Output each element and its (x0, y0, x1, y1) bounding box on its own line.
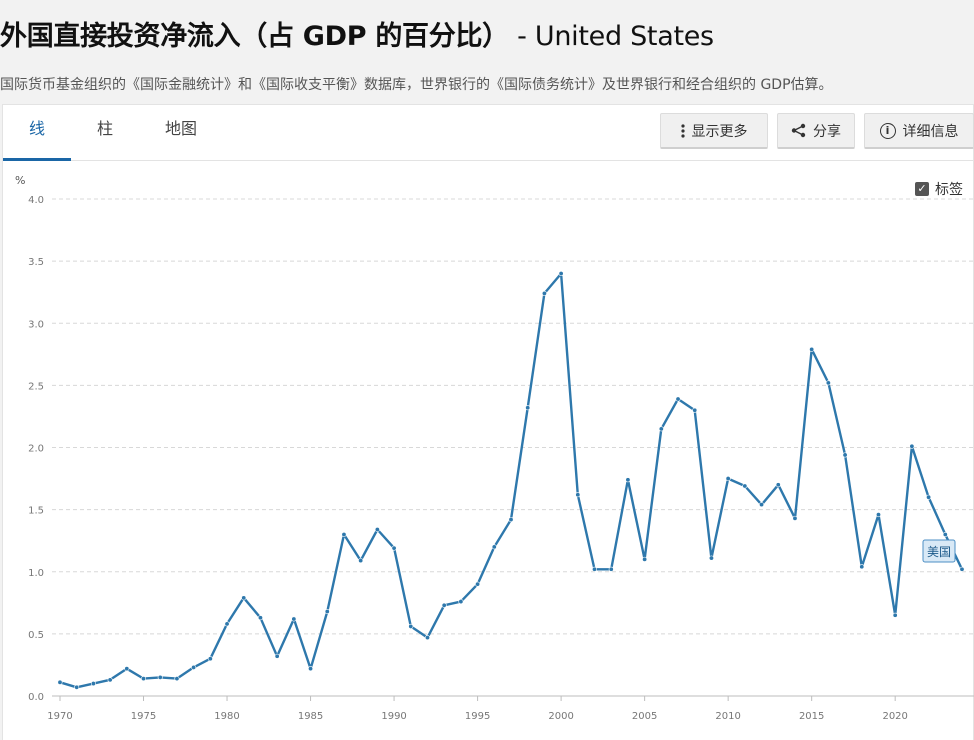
y-tick-label: 1.0 (28, 568, 44, 579)
data-point (592, 566, 598, 572)
tab-map[interactable]: 地图 (164, 119, 197, 138)
x-tick-label: 1995 (465, 711, 490, 722)
data-point (926, 494, 932, 500)
data-point (424, 635, 430, 641)
data-point (842, 452, 848, 458)
data-point (541, 290, 547, 296)
y-tick-label: 0.0 (28, 692, 44, 703)
indicator-name: 外国直接投资净流入（占 GDP 的百分比） (0, 21, 509, 52)
data-point (825, 380, 831, 386)
data-point (892, 612, 898, 618)
x-tick-label: 2010 (715, 711, 740, 722)
details-label: 详细信息 (902, 123, 959, 140)
country-name: - United States (508, 21, 714, 52)
data-point (257, 615, 263, 621)
data-point (341, 531, 347, 537)
data-point (74, 684, 80, 690)
x-tick-label: 1975 (131, 711, 156, 722)
data-point (909, 443, 915, 449)
data-point (692, 407, 698, 413)
data-point (725, 476, 731, 482)
data-point (374, 527, 380, 533)
data-point (959, 566, 965, 572)
x-tick-label: 1990 (381, 711, 406, 722)
y-tick-label: 3.0 (28, 319, 44, 330)
labels-toggle-label: 标签 (935, 182, 963, 198)
data-point (124, 666, 130, 672)
x-tick-label: 1985 (298, 711, 323, 722)
data-point (224, 621, 230, 627)
show-more-button[interactable]: 显示更多 (660, 113, 768, 149)
data-point (775, 482, 781, 488)
series-line (59, 272, 964, 689)
data-point (508, 517, 514, 523)
y-tick-label: 3.5 (28, 257, 44, 268)
tab-bar[interactable]: 柱 (96, 119, 113, 138)
data-point (658, 426, 664, 432)
y-tick-label: 0.5 (28, 630, 44, 641)
data-point (558, 271, 564, 277)
view-tabs: 线 柱 地图 显示更多 分享 i 详细信息 (3, 105, 974, 161)
data-point (408, 623, 414, 629)
data-point (291, 616, 297, 622)
data-point (308, 666, 314, 672)
x-tick-label: 1970 (47, 711, 72, 722)
x-tick-label: 2020 (882, 711, 907, 722)
y-tick-label: 4.0 (28, 195, 44, 206)
y-tick-label: 2.0 (28, 444, 44, 455)
data-point (642, 556, 648, 562)
y-tick-label: 2.5 (28, 381, 44, 392)
data-point (525, 405, 531, 411)
data-point (90, 681, 96, 687)
series-label-box (922, 539, 956, 563)
share-button[interactable]: 分享 (777, 113, 855, 149)
data-point (141, 676, 147, 682)
data-point (475, 581, 481, 587)
data-point (358, 558, 364, 564)
data-point (875, 512, 881, 518)
x-tick-label: 2000 (548, 711, 573, 722)
show-more-label: 显示更多 (691, 123, 748, 140)
data-point (708, 555, 714, 561)
data-point (792, 515, 798, 521)
x-tick-label: 2005 (632, 711, 657, 722)
info-icon: i (879, 122, 896, 139)
data-point (859, 564, 865, 570)
x-tick-label: 2015 (799, 711, 824, 722)
data-point (675, 396, 681, 402)
data-point (441, 602, 447, 608)
data-point (809, 346, 815, 352)
data-point (625, 477, 631, 483)
data-point (942, 531, 948, 537)
labels-toggle[interactable]: ✓ 标签 (915, 179, 963, 199)
data-point (157, 674, 163, 680)
tab-line[interactable]: 线 (3, 105, 71, 161)
data-point (458, 599, 464, 605)
data-point (191, 664, 197, 670)
data-point (241, 595, 247, 601)
data-point (608, 566, 614, 572)
share-label: 分享 (813, 123, 841, 140)
data-point (391, 545, 397, 551)
data-point (575, 492, 581, 498)
data-point (491, 544, 497, 550)
series-label: 美国 (927, 545, 951, 559)
data-point (207, 656, 213, 662)
data-point (324, 609, 330, 615)
data-point (274, 653, 280, 659)
y-axis-unit-label: % (15, 174, 25, 187)
share-icon (791, 123, 806, 138)
y-tick-label: 1.5 (28, 506, 44, 517)
data-point (742, 483, 748, 489)
data-point (107, 677, 113, 683)
data-point (759, 502, 765, 508)
data-point (57, 679, 63, 685)
checkbox-checked-icon[interactable]: ✓ (915, 182, 929, 196)
page-title: 外国直接投资净流入（占 GDP 的百分比） - United States (0, 14, 974, 53)
x-tick-label: 1980 (214, 711, 239, 722)
vertical-dots-icon (680, 123, 685, 138)
data-point (174, 676, 180, 682)
source-note: 国际货币基金组织的《国际金融统计》和《国际收支平衡》数据库，世界银行的《国际债务… (0, 77, 833, 93)
